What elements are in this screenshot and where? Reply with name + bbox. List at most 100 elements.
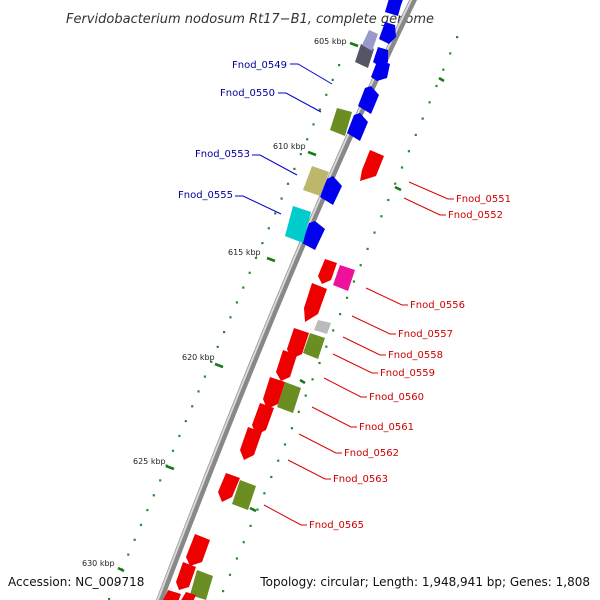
gene-arrow-reverse[interactable] — [163, 590, 181, 600]
scale-dot — [178, 434, 181, 437]
scale-dot — [297, 410, 300, 413]
tick-outer-a — [438, 76, 445, 83]
scale-dot — [345, 296, 349, 299]
scale-dot — [359, 264, 362, 267]
gene-label-forward[interactable]: Fnod_0555 — [178, 190, 233, 201]
leader-line — [323, 377, 367, 398]
gene-arrow-forward[interactable] — [302, 221, 325, 250]
scale-dot — [235, 557, 238, 560]
leader-line — [298, 433, 342, 454]
leader-line — [263, 504, 307, 526]
scale-dot — [325, 93, 328, 96]
gene-olive[interactable] — [232, 480, 256, 510]
scale-dot — [203, 375, 206, 378]
gene-gray[interactable] — [314, 320, 331, 334]
tick-605 — [349, 41, 359, 48]
scale-dot — [146, 509, 149, 512]
gene-arrow-forward[interactable] — [347, 113, 368, 141]
gene-label-reverse[interactable]: Fnod_0552 — [448, 210, 503, 221]
gene-slate[interactable] — [355, 44, 374, 68]
leader-line — [342, 336, 386, 356]
gene-arrow-reverse[interactable] — [176, 562, 196, 590]
scale-dot — [332, 329, 335, 332]
scale-dot — [387, 198, 390, 202]
leader-line — [290, 63, 333, 85]
scale-dot — [311, 378, 314, 381]
gene-label-reverse[interactable]: Fnod_0556 — [410, 300, 465, 311]
scale-dot — [325, 345, 328, 348]
scale-dot — [108, 598, 111, 600]
kbp-label-630: 630 kbp — [82, 559, 115, 568]
gene-label-reverse[interactable]: Fnod_0565 — [309, 520, 364, 531]
gene-arrow-reverse[interactable] — [180, 592, 196, 600]
gene-arrow-reverse[interactable] — [240, 427, 262, 460]
scale-dot — [449, 52, 452, 55]
gene-magenta[interactable] — [333, 265, 355, 291]
gene-olive[interactable] — [303, 333, 325, 359]
scale-dot — [456, 36, 459, 39]
scale-dot — [242, 541, 245, 544]
genome-backbone-highlight — [156, 0, 413, 600]
scale-dot — [228, 573, 232, 576]
scale-dot — [127, 553, 130, 556]
gene-label-forward[interactable]: Fnod_0553 — [195, 149, 250, 160]
scale-dot — [407, 150, 410, 153]
gene-arrow-reverse[interactable] — [318, 259, 337, 284]
scale-dot — [216, 345, 219, 348]
leader-line — [403, 197, 446, 216]
scale-dot — [159, 479, 162, 482]
gene-arrow-forward[interactable] — [320, 176, 342, 205]
scale-dot — [229, 316, 232, 319]
gene-arrow-reverse[interactable] — [252, 403, 274, 435]
scale-dot — [152, 494, 155, 497]
gene-olive[interactable] — [277, 382, 301, 413]
gene-label-forward[interactable]: Fnod_0550 — [220, 88, 275, 99]
scale-dot — [133, 538, 136, 541]
gene-olive[interactable] — [330, 108, 352, 136]
gene-label-reverse[interactable]: Fnod_0563 — [333, 474, 388, 485]
scale-dot — [400, 166, 404, 169]
scale-dot — [304, 394, 307, 397]
gene-arrow-reverse[interactable] — [263, 377, 285, 409]
gene-arrow-reverse[interactable] — [287, 328, 309, 359]
gene-label-reverse[interactable]: Fnod_0560 — [369, 392, 424, 403]
gene-cyan[interactable] — [285, 206, 311, 243]
scale-dot — [242, 286, 245, 289]
gene-label-reverse[interactable]: Fnod_0557 — [398, 329, 453, 340]
scale-dot — [248, 271, 251, 274]
gene-label-forward[interactable]: Fnod_0549 — [232, 60, 287, 71]
gene-arrow-forward[interactable] — [385, 0, 404, 16]
scale-dot — [366, 247, 369, 250]
gene-arrow-reverse[interactable] — [218, 473, 240, 502]
gene-label-reverse[interactable]: Fnod_0561 — [359, 422, 414, 433]
scale-dot — [435, 84, 438, 88]
gene-label-reverse[interactable]: Fnod_0562 — [344, 448, 399, 459]
scale-dot — [442, 68, 445, 71]
gene-lavender[interactable] — [362, 30, 378, 51]
gene-olive[interactable] — [190, 570, 213, 600]
tick-outer-b — [394, 185, 402, 192]
tick-610 — [307, 150, 317, 157]
scale-dot — [114, 583, 117, 586]
scale-dot — [318, 108, 321, 111]
gene-arrow-reverse[interactable] — [186, 534, 210, 566]
forward-leader-lines — [235, 63, 333, 215]
scale-dot — [235, 301, 238, 304]
scale-dot — [210, 360, 213, 363]
kbp-label-615: 615 kbp — [228, 248, 261, 257]
gene-arrow-reverse[interactable] — [304, 283, 327, 322]
gene-label-reverse[interactable]: Fnod_0551 — [456, 194, 511, 205]
scale-dot — [222, 590, 225, 593]
gene-arrow-forward[interactable] — [358, 86, 379, 114]
gene-khaki[interactable] — [303, 166, 329, 196]
scale-dot — [261, 242, 264, 245]
gene-label-reverse[interactable]: Fnod_0559 — [380, 368, 435, 379]
scale-dot — [286, 182, 290, 185]
gene-label-reverse[interactable]: Fnod_0558 — [388, 350, 443, 361]
leader-line — [408, 181, 454, 200]
gene-arrow-forward[interactable] — [379, 22, 396, 44]
gene-arrow-forward[interactable] — [371, 59, 390, 81]
outer-scale-dots — [222, 36, 459, 593]
gene-arrow-reverse[interactable] — [276, 350, 297, 381]
gene-arrow-reverse[interactable] — [360, 150, 384, 181]
